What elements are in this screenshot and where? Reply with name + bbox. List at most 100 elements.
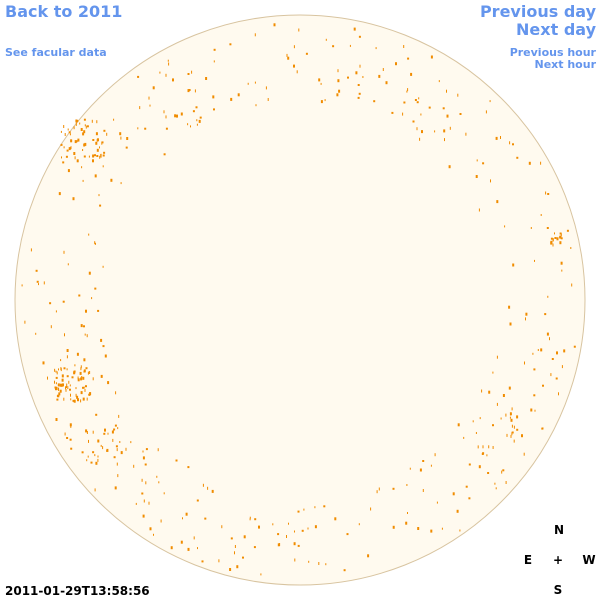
facula-speck xyxy=(114,424,117,427)
facula-speck xyxy=(554,232,555,235)
facula-speck xyxy=(403,101,406,104)
facular-link[interactable]: See facular data xyxy=(5,46,107,59)
facula-speck xyxy=(430,529,433,533)
facula-speck xyxy=(530,227,532,229)
facula-speck xyxy=(524,361,525,365)
facula-speck xyxy=(191,70,193,74)
facula-speck xyxy=(64,333,65,337)
facula-speck xyxy=(446,114,449,118)
facula-speck xyxy=(98,194,100,197)
facula-speck xyxy=(236,565,239,569)
facula-speck xyxy=(552,243,554,247)
facula-speck xyxy=(318,562,320,565)
facula-speck xyxy=(325,563,327,566)
facula-speck xyxy=(540,348,543,352)
facula-speck xyxy=(88,233,90,236)
facula-speck xyxy=(103,151,106,154)
facula-speck xyxy=(69,423,72,427)
next-day-link[interactable]: Next day xyxy=(516,20,597,39)
facula-speck xyxy=(103,129,106,132)
facula-speck xyxy=(347,76,349,79)
facula-speck xyxy=(63,367,66,370)
facula-speck xyxy=(549,337,550,341)
facula-speck xyxy=(70,447,73,450)
facula-speck xyxy=(422,460,425,462)
facula-speck xyxy=(494,482,496,485)
facula-speck xyxy=(358,523,360,526)
facula-speck xyxy=(79,371,82,375)
back-link[interactable]: Back to 2011 xyxy=(5,2,122,21)
facula-speck xyxy=(417,527,420,530)
facula-speck xyxy=(298,28,300,32)
facula-speck xyxy=(83,358,86,362)
facula-speck xyxy=(272,523,274,526)
facula-speck xyxy=(421,130,423,134)
facula-speck xyxy=(163,110,165,114)
facula-speck xyxy=(83,130,86,134)
facula-speck xyxy=(107,432,109,435)
previous-hour-link[interactable]: Previous hour xyxy=(510,46,597,59)
previous-day-link[interactable]: Previous day xyxy=(480,2,597,21)
facula-speck xyxy=(323,505,326,508)
facula-speck xyxy=(77,376,79,380)
next-hour-link[interactable]: Next hour xyxy=(535,58,597,71)
facula-speck xyxy=(100,153,102,157)
facula-speck xyxy=(106,132,108,136)
facula-speck xyxy=(117,474,119,478)
facula-speck xyxy=(144,463,147,466)
facula-speck xyxy=(145,481,147,485)
facula-speck xyxy=(86,397,88,401)
facula-speck xyxy=(213,60,215,63)
facula-speck xyxy=(113,428,116,431)
facula-speck xyxy=(212,95,215,99)
facula-speck xyxy=(516,415,519,419)
facula-speck xyxy=(459,113,462,115)
facula-speck xyxy=(551,358,554,360)
facula-speck xyxy=(492,446,494,449)
facula-speck xyxy=(64,133,66,136)
facula-speck xyxy=(76,159,79,163)
facula-speck xyxy=(97,458,99,462)
facula-speck xyxy=(443,129,446,133)
facula-speck xyxy=(359,64,361,68)
facula-speck xyxy=(540,161,542,165)
compass-south: S xyxy=(554,583,563,597)
facula-speck xyxy=(414,99,417,101)
facula-speck xyxy=(142,450,144,453)
facula-speck xyxy=(542,384,544,387)
facula-speck xyxy=(559,235,562,239)
facula-speck xyxy=(86,459,88,462)
facula-speck xyxy=(66,386,67,388)
facula-speck xyxy=(35,332,37,335)
facula-speck xyxy=(107,381,110,385)
facula-speck xyxy=(62,300,65,303)
facula-speck xyxy=(286,535,287,538)
facula-speck xyxy=(442,107,445,110)
facula-speck xyxy=(81,451,84,454)
facula-speck xyxy=(488,445,490,449)
facula-speck xyxy=(406,484,408,486)
facula-speck xyxy=(180,540,183,544)
facula-speck xyxy=(113,118,115,121)
facula-speck xyxy=(158,481,160,484)
facula-speck xyxy=(80,399,82,403)
facula-speck xyxy=(506,433,508,437)
facula-speck xyxy=(84,124,86,127)
facula-speck xyxy=(86,431,88,434)
facula-speck xyxy=(55,310,57,313)
facula-speck xyxy=(407,88,409,92)
facula-speck xyxy=(465,132,467,136)
facula-speck xyxy=(102,154,105,157)
facula-speck xyxy=(243,535,246,539)
facula-speck xyxy=(70,139,73,143)
facula-speck xyxy=(199,116,202,119)
facula-speck xyxy=(496,355,498,359)
facula-speck xyxy=(180,112,183,116)
facula-speck xyxy=(73,399,76,403)
facula-speck xyxy=(419,468,422,472)
facula-speck xyxy=(358,35,361,38)
facula-speck xyxy=(97,439,100,443)
facula-speck xyxy=(197,547,198,550)
facula-speck xyxy=(456,509,459,513)
